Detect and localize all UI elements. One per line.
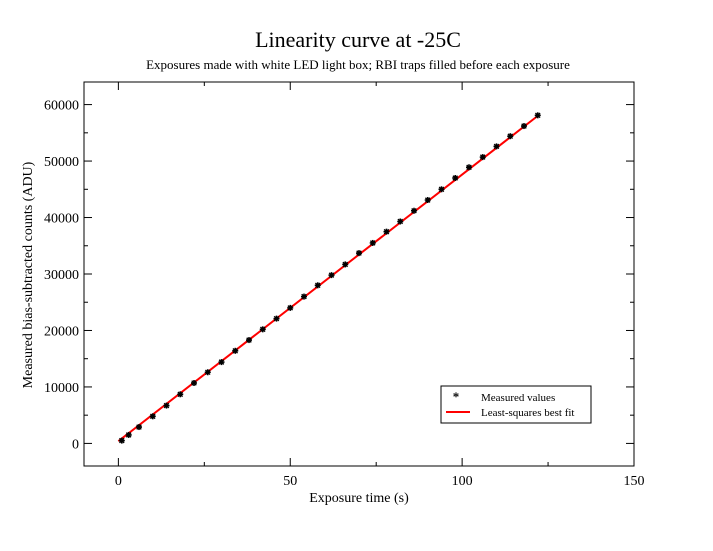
data-point [383, 228, 390, 235]
data-point [232, 347, 239, 354]
data-point [397, 218, 404, 225]
data-point [218, 359, 225, 366]
x-tick-label: 50 [283, 474, 297, 489]
data-point [163, 402, 170, 409]
legend-label-measured: Measured values [481, 392, 555, 404]
y-axis-label: Measured bias-subtracted counts (ADU) [21, 161, 36, 388]
y-axis: 0 10000 20000 30000 40000 50000 60000 [44, 99, 634, 452]
data-point [191, 379, 197, 386]
x-axis-label: Exposure time (s) [309, 491, 409, 506]
data-point [438, 186, 445, 193]
y-tick-label: 60000 [44, 99, 79, 114]
x-axis: 0 50 100 150 [115, 82, 645, 489]
data-point [136, 424, 142, 431]
x-tick-label: 0 [115, 474, 122, 489]
data-point [356, 250, 362, 257]
data-point [521, 123, 527, 130]
chart-subtitle: Exposures made with white LED light box;… [146, 57, 570, 72]
series-layer [117, 112, 541, 444]
legend-marker-measured-icon: * [453, 389, 460, 404]
data-point [452, 175, 459, 181]
x-tick-label: 150 [624, 474, 645, 489]
fit-line [117, 115, 539, 442]
x-tick-label: 100 [452, 474, 473, 489]
data-point [273, 315, 280, 322]
y-tick-label: 30000 [44, 268, 79, 283]
data-point [204, 369, 211, 376]
y-tick-label: 0 [72, 437, 79, 452]
data-point [125, 431, 132, 438]
data-point [246, 337, 252, 344]
data-point [259, 326, 266, 333]
data-point [369, 239, 376, 246]
data-point [466, 164, 472, 171]
data-point [287, 304, 294, 311]
y-tick-label: 50000 [44, 155, 79, 170]
data-point [534, 112, 541, 119]
y-tick-label: 40000 [44, 212, 79, 227]
data-point [411, 207, 417, 214]
data-point [424, 197, 431, 204]
legend: * Measured values Least-squares best fit [440, 385, 592, 424]
data-point [301, 293, 307, 300]
data-point [149, 413, 156, 420]
data-point [507, 133, 514, 140]
data-point [479, 154, 486, 161]
data-point [118, 437, 125, 444]
chart-title: Linearity curve at -25C [255, 27, 461, 52]
data-point [314, 282, 321, 289]
legend-box [440, 385, 592, 424]
data-point [342, 261, 349, 268]
data-point [493, 143, 500, 150]
y-tick-label: 10000 [44, 381, 79, 396]
data-point [177, 391, 184, 398]
y-tick-label: 20000 [44, 324, 79, 339]
data-point [328, 272, 335, 279]
legend-label-fit: Least-squares best fit [481, 407, 574, 419]
